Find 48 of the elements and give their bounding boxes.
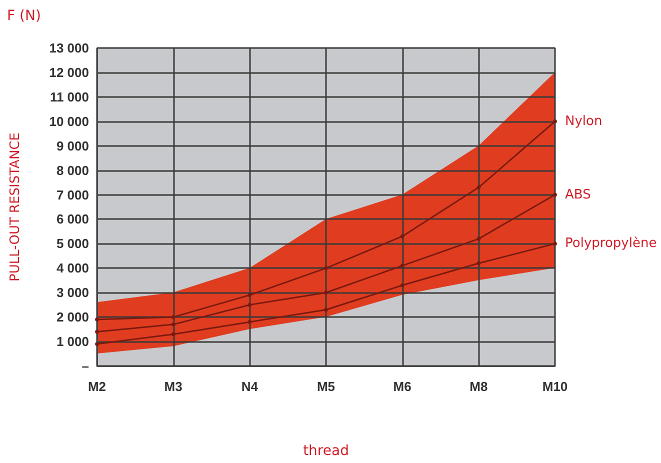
chart-title: F (N): [7, 8, 41, 24]
y-tick-label: 12 000: [49, 64, 89, 80]
point: [324, 308, 328, 312]
point: [248, 302, 252, 307]
point: [400, 234, 404, 238]
y-tick-label: 1 000: [56, 334, 89, 350]
y-tick-label: 9 000: [56, 138, 89, 154]
point: [324, 290, 328, 295]
y-axis-title: PULL-OUT RESISTANCE: [8, 132, 23, 282]
point: [476, 261, 481, 266]
x-tick-label: M8: [470, 379, 488, 394]
y-tick-label: 3 000: [56, 285, 89, 300]
point: [248, 293, 252, 298]
y-tick-label: 10 000: [49, 114, 89, 129]
point: [248, 320, 252, 324]
x-tick-label: N4: [241, 379, 259, 394]
y-tick-label: 6 000: [56, 212, 89, 227]
series-label: Polypropylène: [565, 236, 657, 252]
point: [95, 342, 99, 346]
y-tick-label: –: [82, 358, 89, 374]
x-tick-label: M10: [542, 379, 568, 394]
x-tick-label: M6: [393, 379, 412, 394]
point: [476, 236, 481, 241]
x-tick-label: M3: [164, 379, 182, 394]
point: [171, 332, 176, 336]
point: [95, 318, 99, 322]
point: [476, 185, 481, 190]
point: [95, 330, 99, 334]
point: [553, 242, 557, 246]
x-tick-label: M5: [316, 379, 336, 394]
x-axis-title: thread: [303, 443, 349, 459]
y-tick-label: 5 000: [56, 236, 89, 252]
point: [324, 266, 328, 270]
point: [400, 264, 404, 268]
y-tick-label: 13 000: [49, 40, 89, 56]
y-tick-label: 7 000: [56, 187, 89, 202]
point: [553, 192, 557, 197]
point: [171, 315, 176, 320]
series-label: Nylon: [565, 114, 602, 129]
point: [400, 283, 404, 288]
point: [171, 322, 176, 326]
y-tick-label: 11 000: [50, 89, 89, 104]
y-tick-label: 8 000: [56, 162, 89, 178]
y-tick-label: 2 000: [56, 310, 89, 325]
x-tick-label: M2: [88, 379, 106, 394]
series-label: ABS: [565, 187, 591, 202]
y-tick-label: 4 000: [56, 260, 89, 276]
point: [553, 119, 557, 124]
